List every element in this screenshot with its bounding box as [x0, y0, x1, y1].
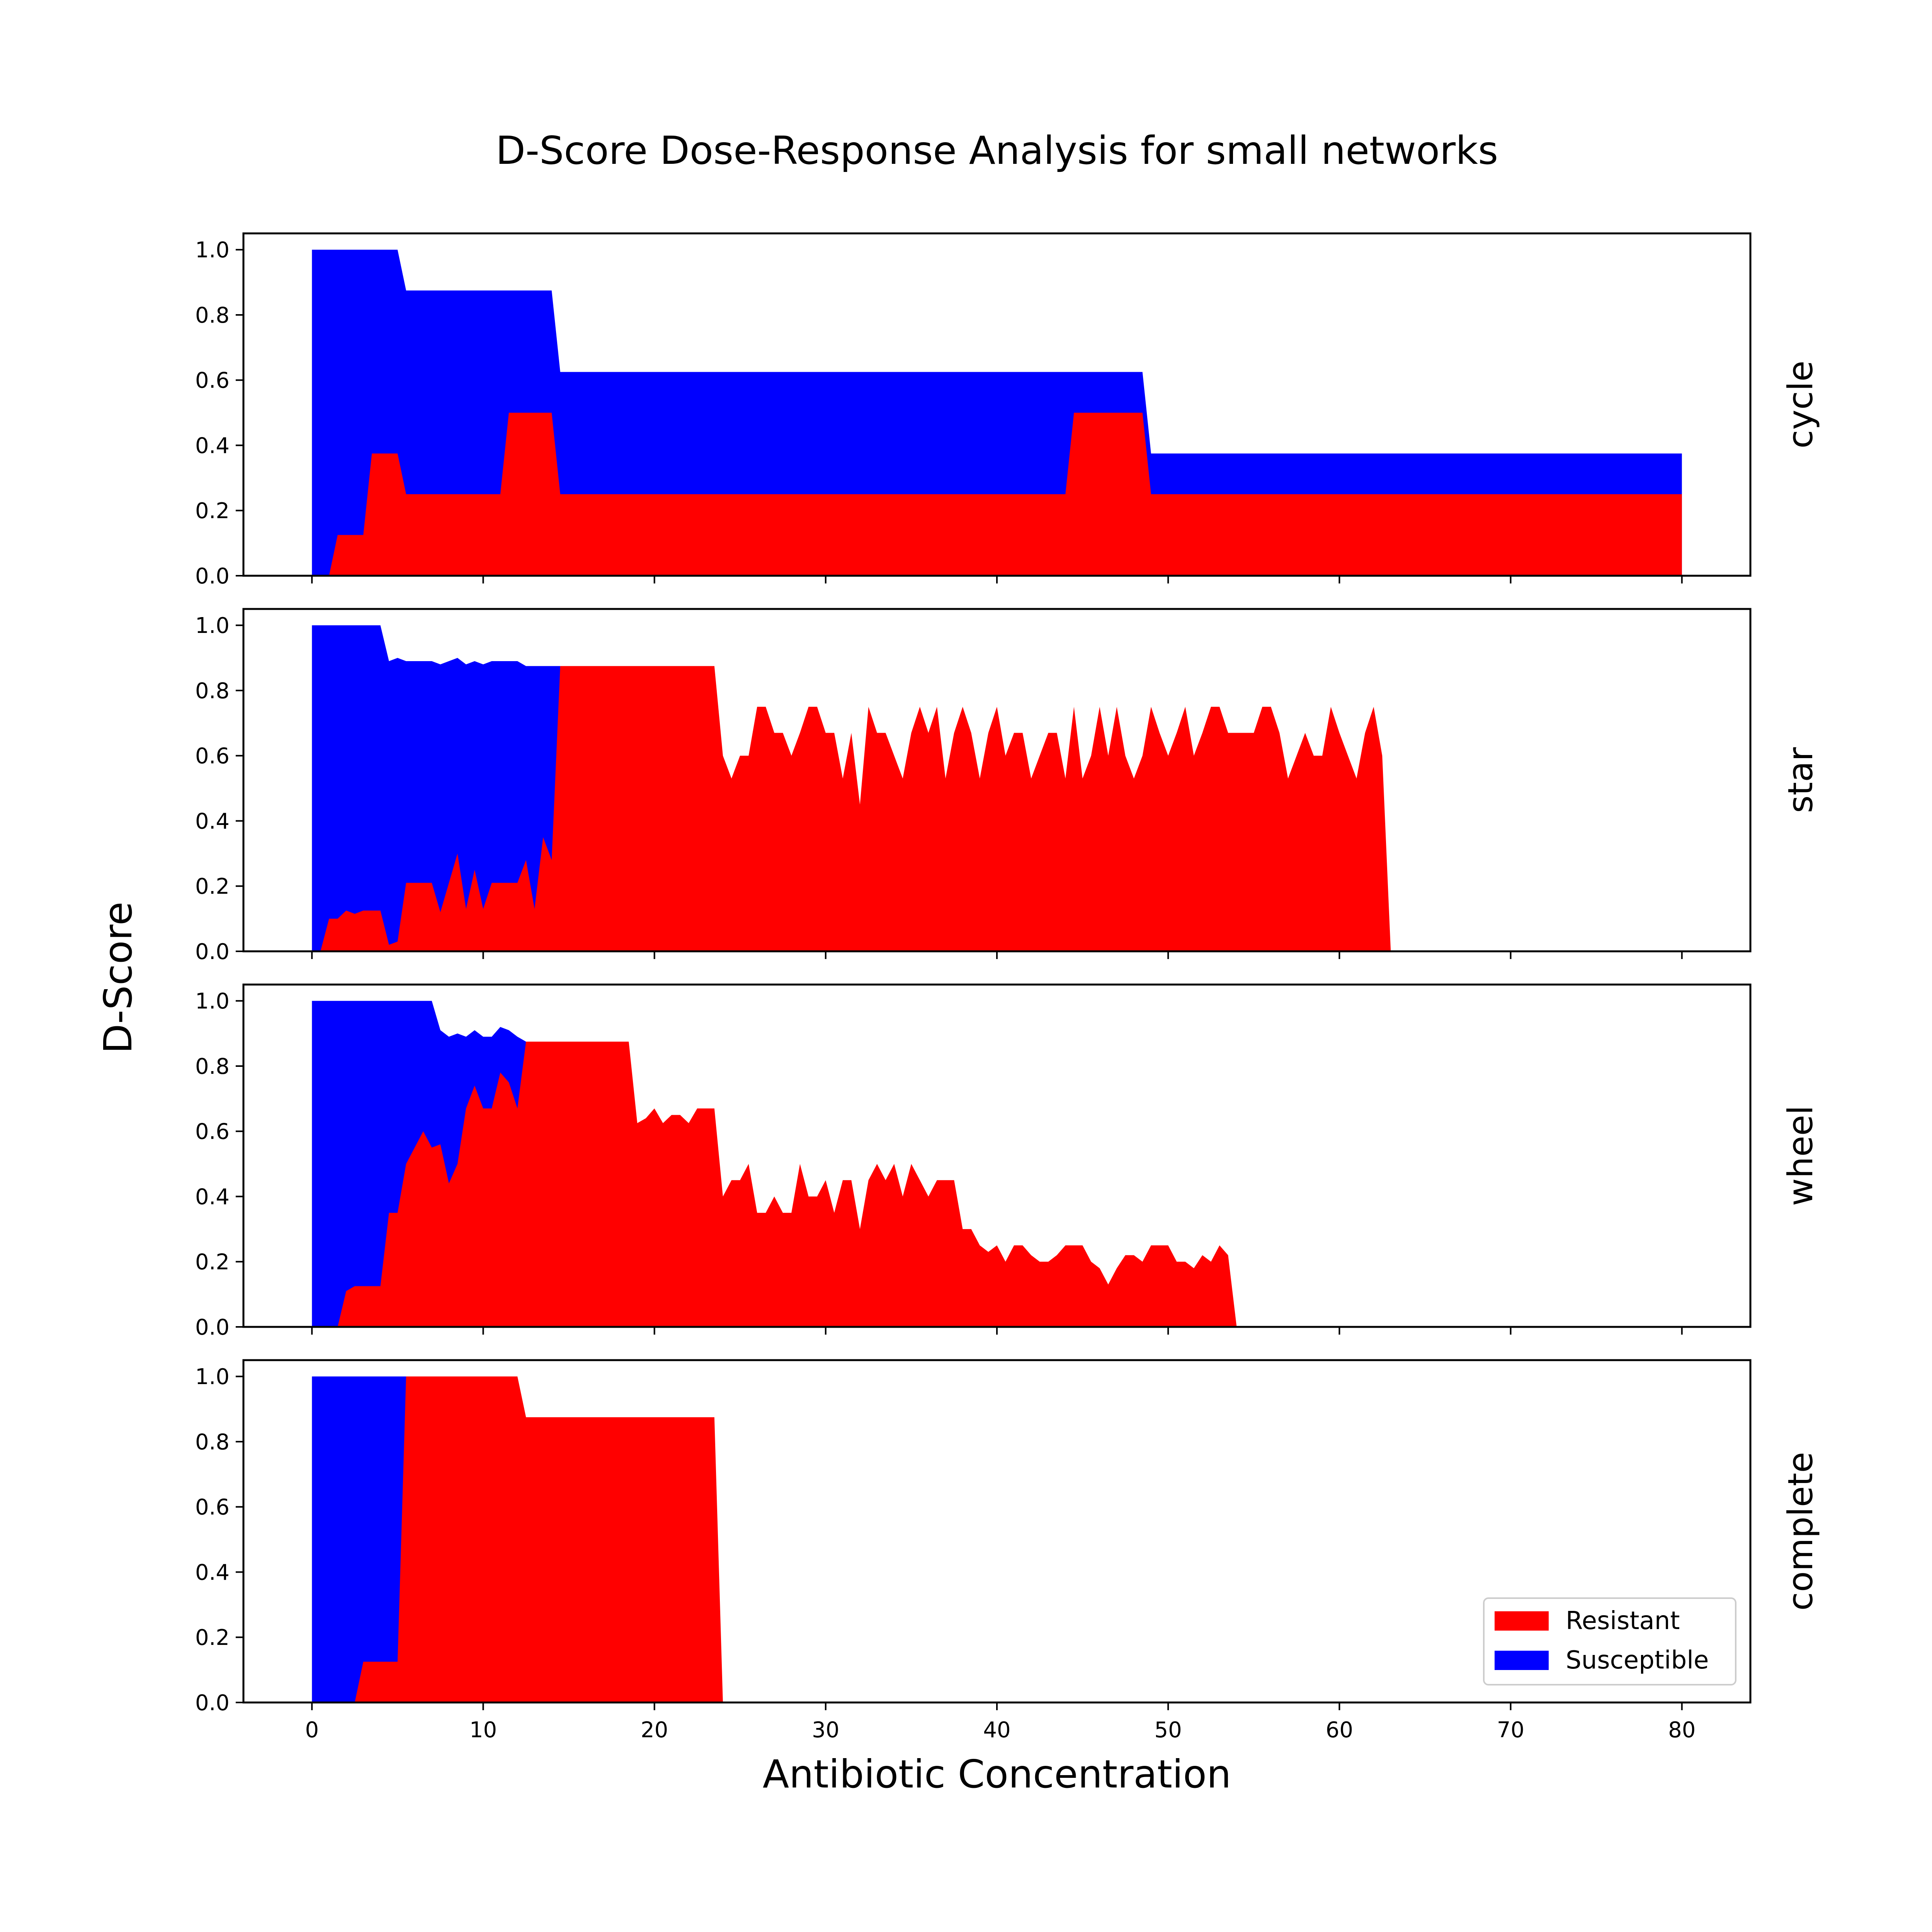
y-tick-label: 0.8: [195, 1054, 230, 1079]
y-tick-label: 0.2: [195, 874, 230, 899]
panel-complete: 0.0 0.2 0.4 0.6 0.8 1.0 0 10 20 30 40 50 60 70 80 compl…: [195, 1359, 1820, 1743]
area-resistant-wheel: [337, 1041, 1237, 1327]
y-tick-label: 0.4: [195, 1184, 230, 1209]
y-tick-label: 0.6: [195, 744, 230, 769]
y-tick-label: 0.0: [195, 939, 230, 964]
y-tick-label: 0.6: [195, 1495, 230, 1520]
panel-label-cycle: cycle: [1781, 361, 1820, 448]
panel-cycle: 0.0 0.2 0.4 0.6 0.8 1.0 cycle: [195, 232, 1820, 589]
y-tick-label: 0.0: [195, 1315, 230, 1340]
y-tick-label: 0.2: [195, 498, 230, 524]
y-tick-label: 1.0: [195, 989, 230, 1014]
x-tick-label: 80: [1668, 1718, 1696, 1743]
y-tick-label: 0.0: [195, 1690, 230, 1716]
y-tick-label: 0.8: [195, 1430, 230, 1455]
y-axis-label: D-Score: [95, 901, 141, 1053]
panel-wheel: 0.0 0.2 0.4 0.6 0.8 1.0 wheel: [195, 983, 1820, 1340]
y-tick-label: 1.0: [195, 613, 230, 638]
panel-areas: [312, 250, 1682, 576]
area-resistant-star: [320, 666, 1391, 951]
y-tick-label: 0.6: [195, 1119, 230, 1145]
x-tick-label: 10: [469, 1718, 497, 1743]
panel-areas: [312, 1001, 1237, 1327]
y-tick-label: 1.0: [195, 238, 230, 263]
y-tick-label: 0.2: [195, 1625, 230, 1650]
y-tick-label: 0.0: [195, 564, 230, 589]
area-susceptible-complete: [312, 1376, 406, 1702]
x-tick-label: 40: [983, 1718, 1010, 1743]
y-tick-label: 0.4: [195, 809, 230, 834]
area-susceptible-star: [312, 625, 560, 951]
panels: 0.0 0.2 0.4 0.6 0.8 1.0 cycle 0.0 0.2 0.4 0.6 0.8 1.…: [195, 232, 1820, 1743]
y-tick-label: 0.4: [195, 1560, 230, 1585]
x-tick-label: 20: [641, 1718, 668, 1743]
legend-swatch-resistant: [1495, 1611, 1549, 1631]
panel-areas: [312, 625, 1391, 951]
panel-star: 0.0 0.2 0.4 0.6 0.8 1.0 star: [195, 608, 1820, 964]
y-tick-label: 0.6: [195, 368, 230, 393]
y-tick-label: 0.4: [195, 433, 230, 458]
x-tick-label: 50: [1155, 1718, 1182, 1743]
x-tick-label: 60: [1326, 1718, 1353, 1743]
legend: Resistant Susceptible: [1483, 1597, 1736, 1685]
y-tick-label: 0.8: [195, 679, 230, 704]
area-resistant-complete: [355, 1376, 723, 1702]
x-axis-label: Antibiotic Concentration: [763, 1752, 1231, 1797]
panel-areas: [312, 1376, 723, 1702]
panel-label-star: star: [1781, 747, 1820, 813]
legend-label-susceptible: Susceptible: [1566, 1646, 1709, 1675]
y-tick-label: 0.8: [195, 303, 230, 328]
x-tick-label: 0: [305, 1718, 319, 1743]
x-tick-label: 70: [1497, 1718, 1524, 1743]
x-tick-label: 30: [812, 1718, 839, 1743]
y-tick-label: 1.0: [195, 1364, 230, 1389]
legend-label-resistant: Resistant: [1566, 1607, 1680, 1635]
area-resistant-cycle: [329, 413, 1682, 576]
panel-label-complete: complete: [1781, 1452, 1820, 1611]
legend-swatch-susceptible: [1495, 1651, 1549, 1670]
chart-title: D-Score Dose-Response Analysis for small…: [496, 128, 1498, 173]
panel-label-wheel: wheel: [1781, 1105, 1820, 1206]
y-tick-label: 0.2: [195, 1250, 230, 1275]
